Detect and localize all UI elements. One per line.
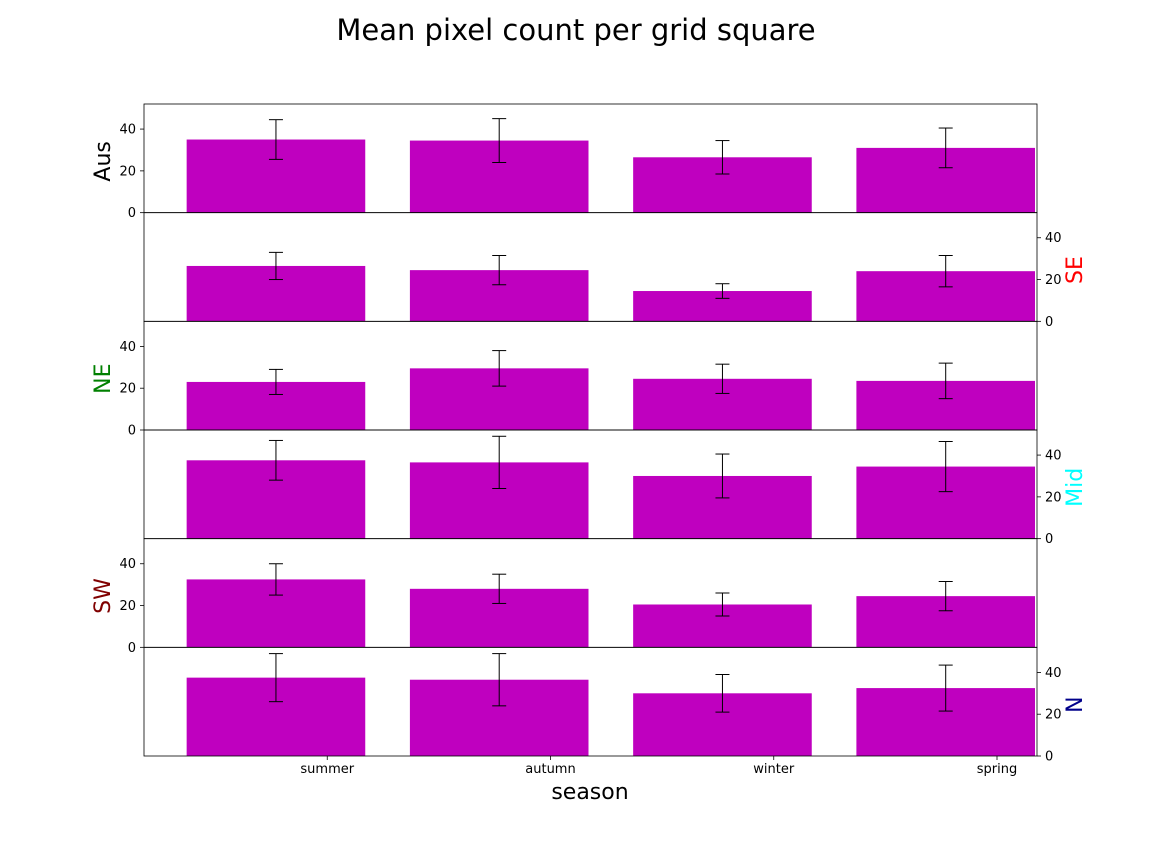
y-tick-label: 20 — [119, 599, 136, 614]
chart-title: Mean pixel count per grid square — [336, 13, 815, 47]
y-tick-label: 0 — [128, 206, 136, 221]
panels: 02040Aus02040SE02040NE02040Mid02040SW020… — [91, 103, 1088, 765]
series-label: SE — [1063, 256, 1088, 284]
series-label: NE — [91, 363, 116, 393]
y-tick-label: 0 — [128, 424, 136, 439]
y-tick-label: 0 — [1045, 532, 1053, 547]
y-tick-label: 20 — [119, 382, 136, 397]
series-label: Mid — [1063, 468, 1088, 507]
series-label: N — [1063, 696, 1088, 712]
x-ticks: summer autumn winter spring — [300, 756, 1017, 777]
y-tick-label: 20 — [1045, 490, 1062, 505]
panel-frame — [143, 646, 1038, 757]
series-label: SW — [91, 578, 116, 614]
panel-n: 0 20 40N — [143, 646, 1088, 765]
y-tick-label: 40 — [119, 123, 136, 138]
x-tick-label: summer — [300, 762, 354, 777]
x-tick-label: autumn — [525, 762, 575, 777]
series-label: Aus — [91, 141, 116, 181]
y-tick-label: 0 — [1045, 750, 1053, 765]
y-tick-label: 40 — [119, 557, 136, 572]
x-axis-label: season — [551, 780, 628, 805]
y-tick-label: 40 — [119, 340, 136, 355]
y-tick-label: 40 — [1045, 449, 1062, 464]
y-tick-label: 20 — [1045, 708, 1062, 723]
y-tick-label: 20 — [1045, 273, 1062, 288]
y-tick-label: 0 — [128, 641, 136, 656]
y-tick-label: 40 — [1045, 231, 1062, 246]
x-tick-label: winter — [753, 762, 795, 777]
y-tick-label: 40 — [1045, 666, 1062, 681]
y-tick-label: 0 — [1045, 315, 1053, 330]
y-tick-label: 20 — [119, 164, 136, 179]
x-tick-label: spring — [977, 762, 1017, 777]
